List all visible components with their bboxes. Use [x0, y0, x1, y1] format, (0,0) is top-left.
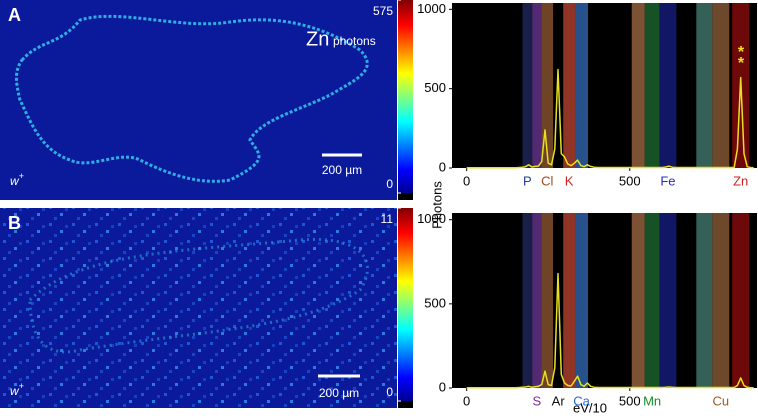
element-label: Ar: [552, 393, 566, 408]
element-band: [563, 213, 575, 388]
panel-label: B: [8, 213, 21, 233]
element-band: [574, 3, 589, 168]
unit-label: photons: [333, 34, 376, 48]
spectrum-line: [466, 272, 754, 389]
map-b: [0, 208, 413, 408]
element-label: Zn: [733, 173, 748, 188]
element-band: [541, 213, 554, 388]
element-band: [563, 3, 575, 168]
map-texture: [0, 208, 397, 408]
y-tick-label: 500: [424, 295, 446, 310]
x-tick-label: 0: [463, 173, 470, 188]
scale-text: 200 µm: [319, 386, 359, 400]
colorbar: [398, 0, 413, 193]
colorbar-tick-label: 575: [373, 4, 393, 18]
element-band: [631, 3, 645, 168]
colorbar-tick-label: 0: [386, 177, 393, 191]
genotype-sup: +: [19, 381, 24, 391]
element-band: [712, 3, 730, 168]
colorbar-base: [398, 193, 413, 200]
genotype: w+: [10, 381, 24, 398]
x-tick-label: 0: [463, 393, 470, 408]
colorbar-base: [398, 401, 413, 408]
y-tick-label: 0: [439, 159, 446, 174]
element-band: [732, 213, 750, 388]
element-band: [712, 213, 730, 388]
element-label: Zn: [306, 28, 329, 50]
genotype: w+: [10, 171, 24, 188]
y-tick-label: 500: [424, 80, 446, 95]
element-label: Ca: [573, 393, 590, 408]
element-band: [532, 3, 542, 168]
element-label: Mn: [643, 393, 661, 408]
element-label: K: [565, 173, 574, 188]
element-band: [644, 213, 660, 388]
y-tick-label: 0: [439, 379, 446, 394]
x-axis-label: eV/10: [573, 400, 607, 415]
element-band: [532, 213, 542, 388]
annotation: *: [738, 55, 745, 72]
y-tick-label: 1000: [417, 211, 446, 226]
x-tick-label: 500: [619, 393, 641, 408]
colorbar-tick-label: 0: [386, 385, 393, 399]
tissue-outline: [15, 14, 369, 183]
tissue-outline: [28, 237, 369, 354]
spectrum-line: [466, 68, 754, 169]
y-axis-label: Photons: [429, 181, 444, 229]
genotype-text: w: [10, 384, 20, 398]
genotype-sup: +: [19, 171, 24, 181]
map-a: [0, 0, 413, 200]
element-band: [644, 3, 660, 168]
panel-label: A: [8, 5, 21, 25]
colorbar-tick-label: 11: [381, 212, 394, 226]
element-band: [659, 3, 677, 168]
element-band: [522, 3, 533, 168]
annotation: *: [738, 44, 745, 61]
genotype-text: w: [10, 174, 20, 188]
element-band: [631, 213, 645, 388]
element-label: P: [523, 173, 532, 188]
element-band: [696, 213, 713, 388]
element-label: Fe: [660, 173, 675, 188]
element-band: [574, 213, 589, 388]
element-band: [522, 213, 533, 388]
element-label: Cu: [712, 393, 729, 408]
element-label: Cl: [541, 173, 553, 188]
element-label: S: [532, 393, 541, 408]
element-band: [659, 213, 677, 388]
x-tick-label: 500: [619, 173, 641, 188]
colorbar: [398, 208, 413, 401]
scale-text: 200 µm: [322, 163, 362, 177]
element-band: [541, 3, 554, 168]
element-band: [696, 3, 713, 168]
y-tick-label: 1000: [417, 1, 446, 16]
